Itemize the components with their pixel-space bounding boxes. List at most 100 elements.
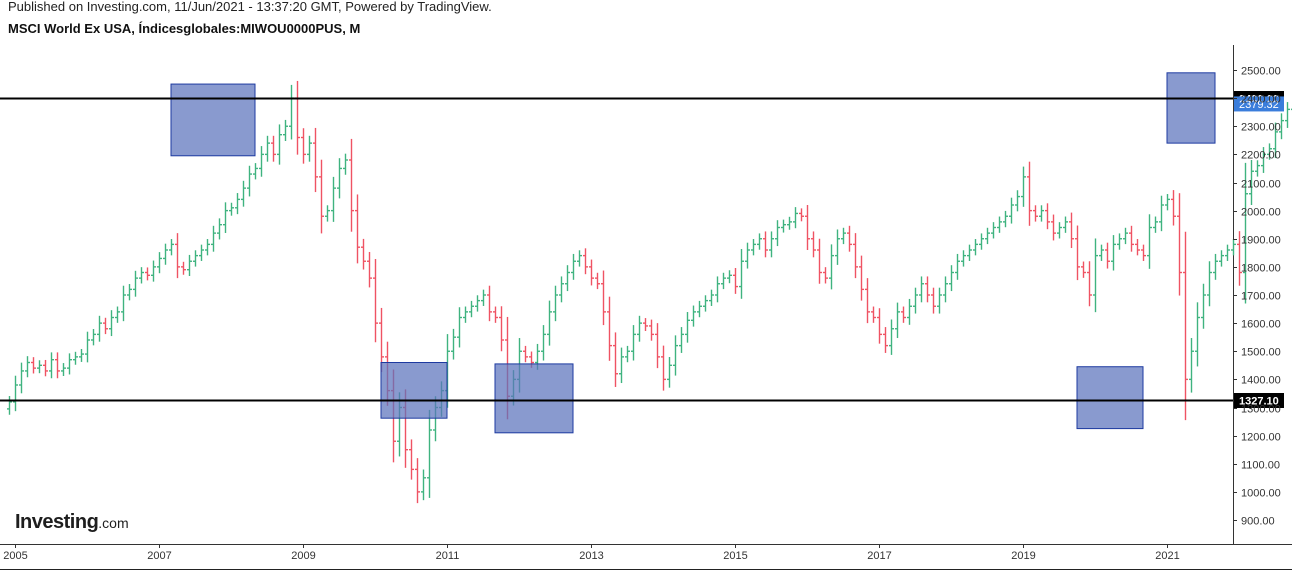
ohlc-bar [877, 308, 882, 344]
ohlc-bar [217, 218, 222, 240]
ohlc-bar [805, 205, 810, 250]
ohlc-bar [1153, 216, 1158, 233]
ohlc-bar [913, 287, 918, 314]
ohlc-bar [607, 296, 612, 361]
y-tick-label: 1700.00 [1241, 291, 1281, 303]
x-tick-label: 2009 [291, 550, 315, 562]
brand-name: Investing [15, 511, 99, 533]
ohlc-bar [991, 222, 996, 239]
ohlc-bar [229, 202, 234, 216]
highlight-zone[interactable] [1166, 72, 1216, 144]
ohlc-bar [1279, 113, 1284, 140]
ohlc-bar [313, 127, 318, 193]
ohlc-bar [175, 233, 180, 279]
ohlc-bar [811, 231, 816, 258]
level-label: 1327.10 [1239, 396, 1279, 408]
ohlc-bar [1225, 244, 1230, 261]
ohlc-bar [355, 194, 360, 264]
ohlc-bar [169, 239, 174, 256]
ohlc-bar [289, 84, 294, 140]
ohlc-bar [1141, 244, 1146, 261]
ohlc-bar [523, 345, 528, 363]
ohlc-bar [661, 345, 666, 391]
ohlc-bar [37, 360, 42, 374]
highlight-zone[interactable] [494, 363, 574, 434]
ohlc-bar [13, 375, 18, 412]
ohlc-bar [25, 356, 30, 378]
y-tick-label: 1900.00 [1241, 235, 1281, 247]
ohlc-bar [1123, 227, 1128, 245]
ohlc-bar [1165, 194, 1170, 211]
ohlc-bar [337, 158, 342, 199]
ohlc-bar [619, 347, 624, 384]
ohlc-bar [835, 229, 840, 265]
y-tick-label: 1200.00 [1241, 432, 1281, 444]
ohlc-bar [1255, 160, 1260, 177]
ohlc-bar [1069, 212, 1074, 249]
ohlc-bar [1015, 190, 1020, 212]
ohlc-bar [973, 239, 978, 256]
y-tick-label: 2100.00 [1241, 179, 1281, 191]
chart-frame [0, 45, 1292, 570]
ohlc-bar [1027, 161, 1032, 226]
ohlc-bar [1045, 203, 1050, 230]
highlight-zone[interactable] [380, 362, 448, 419]
ohlc-bar [979, 233, 984, 250]
ohlc-bar [91, 329, 96, 346]
last-price-label: 2379.32 [1239, 99, 1279, 111]
ohlc-bar [1171, 190, 1176, 226]
ohlc-bar [637, 315, 642, 342]
y-tick-label: 2000.00 [1241, 207, 1281, 219]
ohlc-bar [697, 300, 702, 318]
x-tick-label: 2017 [867, 550, 891, 562]
x-tick-label: 2011 [436, 550, 460, 562]
y-tick-label: 2500.00 [1241, 66, 1281, 78]
last-price-bg [1234, 96, 1284, 112]
ohlc-bar [421, 469, 426, 501]
ohlc-bar [295, 80, 300, 155]
ohlc-bar [19, 362, 24, 394]
ohlc-bar [1039, 205, 1044, 222]
brand-suffix: .com [98, 515, 129, 531]
highlight-zone[interactable] [1076, 366, 1144, 430]
y-tick-label: 1400.00 [1241, 375, 1281, 387]
ohlc-bar [823, 267, 828, 284]
ohlc-bar [703, 295, 708, 312]
ohlc-bar [1105, 242, 1110, 269]
ohlc-bar [781, 219, 786, 233]
ohlc-bar [1183, 231, 1188, 421]
level-label-bg [1234, 393, 1284, 408]
ohlc-bar [793, 207, 798, 229]
ohlc-bar [817, 238, 822, 284]
ohlc-bar [493, 306, 498, 323]
ohlc-bar [235, 193, 240, 215]
ohlc-bar [565, 265, 570, 292]
ohlc-bar [1087, 261, 1092, 307]
ohlc-bar [601, 270, 606, 326]
ohlc-bar [199, 244, 204, 261]
ohlc-bar [67, 353, 72, 375]
ohlc-bar [967, 244, 972, 261]
ohlc-bar [907, 298, 912, 325]
ohlc-bar [109, 310, 114, 337]
ohlc-bar [85, 331, 90, 363]
ohlc-bar [589, 259, 594, 286]
ohlc-bar [1075, 225, 1080, 281]
ohlc-bar [853, 233, 858, 279]
ohlc-bar [943, 276, 948, 303]
ohlc-bar [685, 312, 690, 343]
ohlc-bar [259, 146, 264, 177]
ohlc-bar [763, 231, 768, 258]
highlight-zone[interactable] [170, 83, 256, 157]
ohlc-bar [985, 227, 990, 245]
ohlc-bar [751, 239, 756, 256]
ohlc-bar [349, 138, 354, 232]
ohlc-bar [1189, 338, 1194, 393]
ohlc-bar [799, 208, 804, 222]
ohlc-bar [1111, 235, 1116, 271]
ohlc-bar [541, 325, 546, 361]
ohlc-bar [733, 268, 738, 294]
ohlc-bar [727, 270, 732, 284]
ohlc-bar [1009, 197, 1014, 224]
